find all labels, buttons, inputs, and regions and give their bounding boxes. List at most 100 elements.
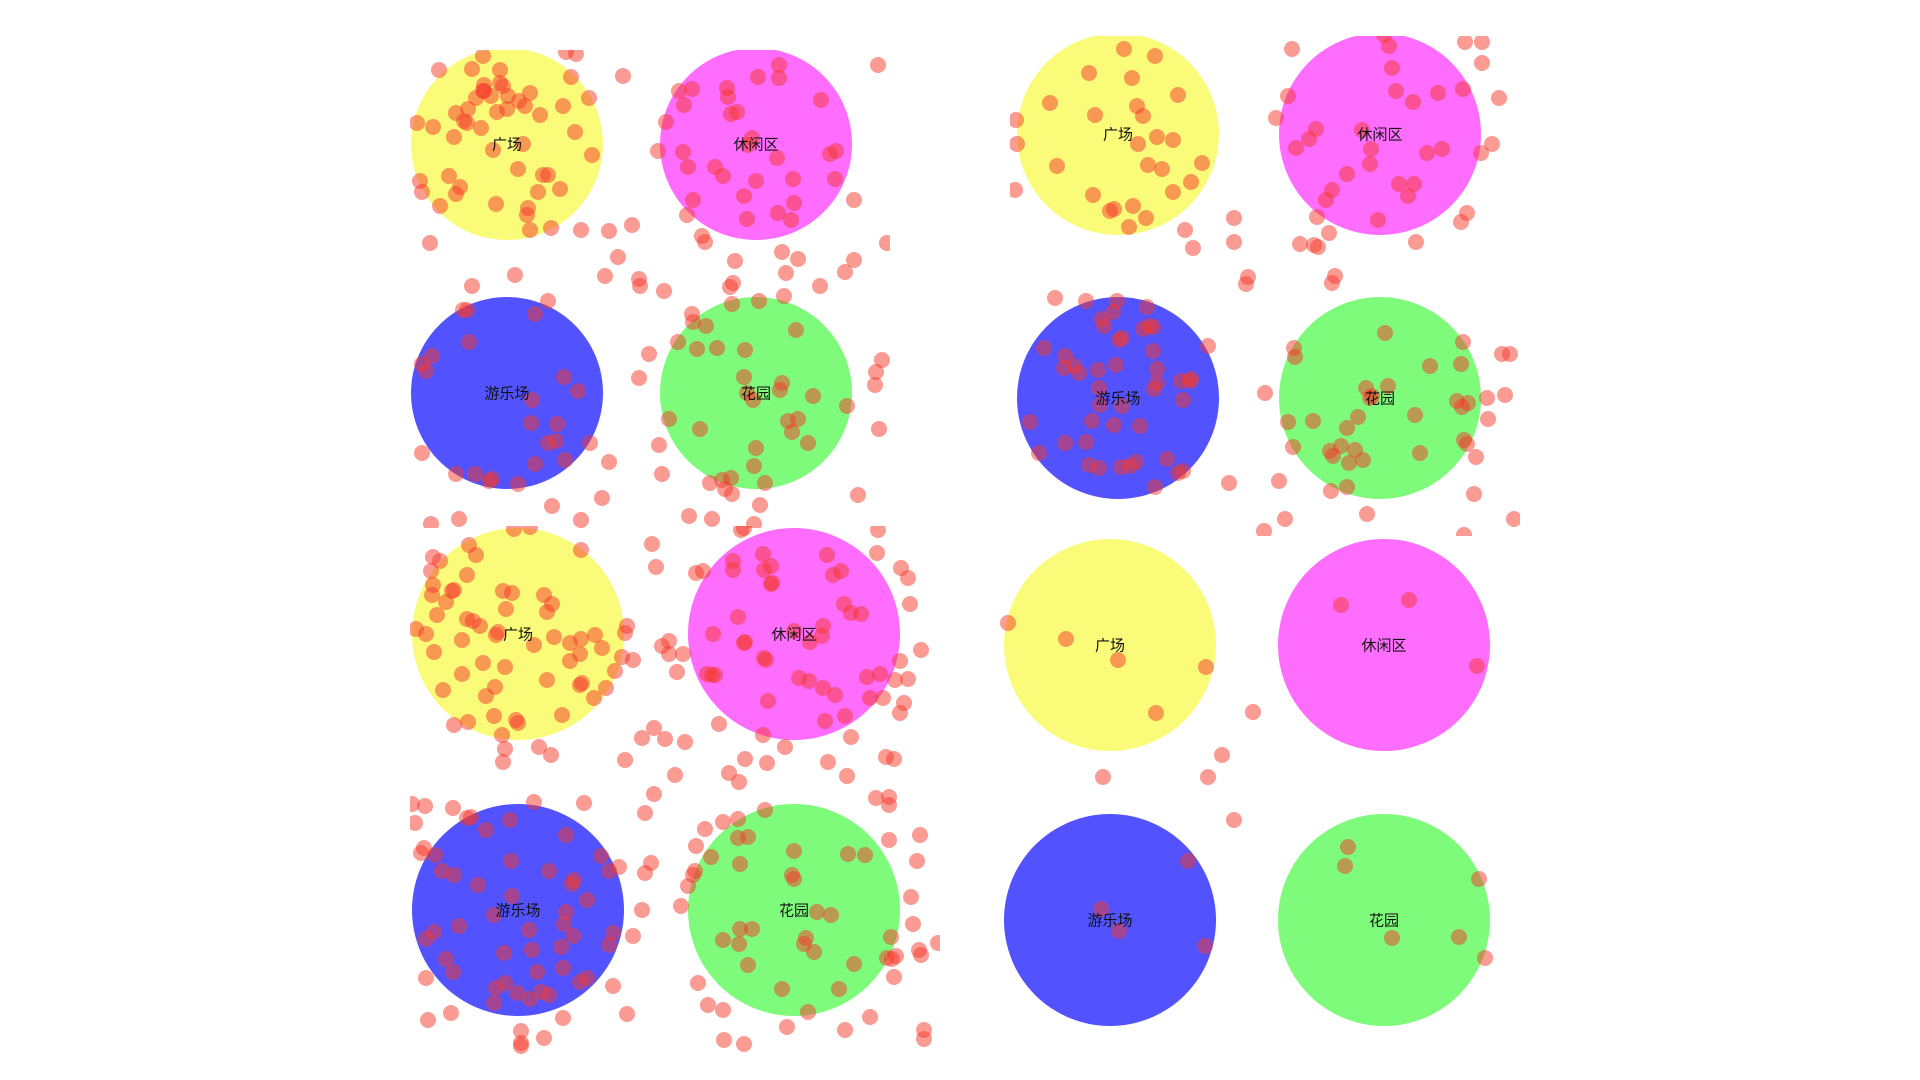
person-dot bbox=[1094, 768, 1111, 785]
person-dot bbox=[562, 69, 579, 86]
person-dot bbox=[1404, 94, 1421, 111]
person-dot bbox=[867, 790, 884, 807]
person-dot bbox=[630, 369, 647, 386]
person-dot bbox=[1134, 108, 1151, 125]
person-dot bbox=[459, 566, 476, 583]
person-dot bbox=[1401, 591, 1418, 608]
person-dot bbox=[684, 80, 701, 97]
person-dot bbox=[819, 753, 836, 770]
person-dot bbox=[872, 666, 889, 683]
person-dot bbox=[1383, 930, 1400, 947]
person-dot bbox=[1083, 413, 1100, 430]
person-dot bbox=[743, 920, 760, 937]
person-dot bbox=[785, 623, 802, 640]
person-dot bbox=[645, 786, 662, 803]
person-dot bbox=[1422, 358, 1439, 375]
person-dot bbox=[697, 318, 714, 335]
person-dot bbox=[458, 301, 475, 318]
person-dot bbox=[1244, 703, 1261, 720]
person-dot bbox=[604, 978, 621, 995]
person-dot bbox=[1355, 452, 1372, 469]
person-dot bbox=[774, 375, 791, 392]
person-dot bbox=[1324, 181, 1341, 198]
person-dot bbox=[426, 643, 443, 660]
person-dot bbox=[477, 687, 494, 704]
person-dot bbox=[532, 107, 549, 124]
person-dot bbox=[624, 651, 641, 668]
person-dot bbox=[1113, 458, 1130, 475]
person-dot bbox=[473, 119, 490, 136]
person-dot bbox=[501, 812, 518, 829]
person-dot bbox=[723, 485, 740, 502]
person-dot bbox=[809, 904, 826, 921]
person-dot bbox=[771, 56, 788, 73]
person-dot bbox=[1271, 472, 1288, 489]
person-dot bbox=[730, 608, 747, 625]
person-dot bbox=[849, 487, 866, 504]
person-dot bbox=[1137, 210, 1154, 227]
person-dot bbox=[1010, 112, 1025, 129]
person-dot bbox=[1180, 852, 1197, 869]
person-dot bbox=[657, 113, 674, 130]
person-dot bbox=[585, 690, 602, 707]
person-dot bbox=[434, 682, 451, 699]
person-dot bbox=[610, 858, 627, 875]
person-dot bbox=[555, 915, 572, 932]
person-dot bbox=[526, 455, 543, 472]
person-dot bbox=[1280, 87, 1297, 104]
person-dot bbox=[1055, 360, 1072, 377]
person-dot bbox=[661, 411, 678, 428]
person-dot bbox=[555, 1009, 572, 1026]
person-dot bbox=[539, 292, 556, 309]
person-dot bbox=[714, 1002, 731, 1019]
person-dot bbox=[1036, 339, 1053, 356]
person-dot bbox=[447, 465, 464, 482]
person-dot bbox=[1194, 155, 1211, 172]
person-dot bbox=[431, 61, 448, 78]
person-dot bbox=[410, 815, 423, 832]
person-dot bbox=[558, 826, 575, 843]
person-dot bbox=[605, 925, 622, 942]
person-dot bbox=[1048, 158, 1065, 175]
person-dot bbox=[730, 936, 747, 953]
person-dot bbox=[1197, 659, 1214, 676]
person-dot bbox=[846, 956, 863, 973]
person-dot bbox=[1041, 95, 1058, 112]
person-dot bbox=[631, 278, 648, 295]
person-dot bbox=[523, 391, 540, 408]
person-dot bbox=[593, 490, 610, 507]
person-dot bbox=[578, 892, 595, 909]
person-dot bbox=[746, 458, 763, 475]
person-dot bbox=[463, 809, 480, 826]
person-dot bbox=[540, 435, 557, 452]
person-dot bbox=[838, 398, 855, 415]
person-dot bbox=[551, 180, 568, 197]
person-dot bbox=[484, 471, 501, 488]
person-dot bbox=[1164, 131, 1181, 148]
panel-bottom-right: 广场 休闲区 游乐场 花园 bbox=[1000, 535, 1540, 1035]
person-dot bbox=[564, 928, 581, 945]
person-dot bbox=[719, 79, 736, 96]
person-dot bbox=[572, 630, 589, 647]
person-dot bbox=[474, 82, 491, 99]
person-dot bbox=[778, 1018, 795, 1035]
person-dot bbox=[1308, 120, 1325, 137]
person-dot bbox=[675, 143, 692, 160]
person-dot bbox=[895, 695, 912, 712]
person-dot bbox=[541, 987, 558, 1004]
person-dot bbox=[1456, 526, 1473, 536]
person-dot bbox=[571, 974, 588, 991]
person-dot bbox=[1058, 631, 1075, 648]
person-dot bbox=[795, 935, 812, 952]
person-dot bbox=[913, 641, 930, 658]
person-dot bbox=[633, 902, 650, 919]
person-dot bbox=[1056, 348, 1073, 365]
person-dot bbox=[522, 526, 539, 535]
person-dot bbox=[524, 942, 541, 959]
person-dot bbox=[422, 234, 439, 251]
person-dot bbox=[1454, 81, 1471, 98]
person-dot bbox=[487, 980, 504, 997]
person-dot bbox=[1452, 213, 1469, 230]
person-dot bbox=[506, 267, 523, 284]
person-dot bbox=[730, 829, 747, 846]
